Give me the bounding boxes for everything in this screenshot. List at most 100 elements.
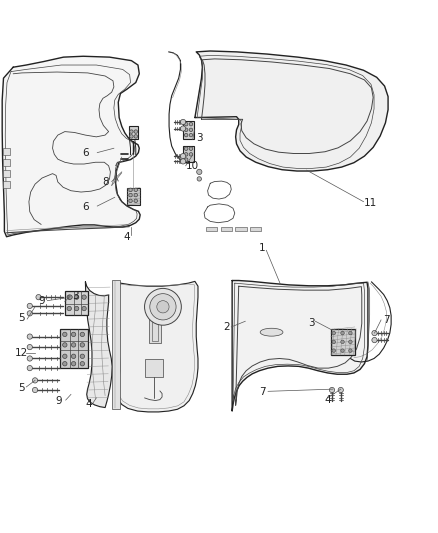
- Circle shape: [134, 193, 138, 197]
- Circle shape: [134, 135, 138, 138]
- Circle shape: [180, 159, 186, 164]
- Circle shape: [36, 295, 41, 300]
- Bar: [221, 227, 232, 231]
- Circle shape: [80, 343, 85, 347]
- Bar: [145, 359, 163, 377]
- Circle shape: [341, 340, 344, 344]
- Circle shape: [180, 126, 186, 131]
- Text: 1: 1: [258, 243, 265, 253]
- Bar: [331, 329, 355, 355]
- Bar: [3, 181, 10, 188]
- Circle shape: [372, 330, 377, 336]
- Circle shape: [82, 295, 86, 300]
- Text: 8: 8: [102, 176, 109, 187]
- Bar: [235, 227, 247, 231]
- Circle shape: [189, 133, 193, 137]
- Circle shape: [32, 387, 38, 393]
- Circle shape: [27, 344, 32, 350]
- Circle shape: [332, 332, 336, 335]
- Circle shape: [27, 311, 32, 316]
- Circle shape: [129, 193, 132, 197]
- Circle shape: [329, 387, 335, 393]
- Circle shape: [68, 295, 72, 300]
- Text: 9: 9: [38, 296, 45, 305]
- Text: 3: 3: [72, 291, 79, 301]
- Circle shape: [157, 301, 169, 313]
- Text: 5: 5: [18, 383, 25, 393]
- Text: 3: 3: [308, 318, 315, 328]
- Bar: [60, 329, 88, 368]
- Circle shape: [184, 123, 188, 126]
- Circle shape: [150, 294, 176, 320]
- Circle shape: [180, 119, 186, 125]
- Circle shape: [134, 130, 138, 133]
- Circle shape: [189, 123, 193, 126]
- Text: 6: 6: [82, 203, 89, 212]
- Polygon shape: [195, 51, 388, 171]
- Bar: [3, 159, 10, 166]
- Circle shape: [80, 332, 85, 336]
- Circle shape: [197, 177, 201, 181]
- Text: 7: 7: [383, 315, 390, 325]
- Circle shape: [27, 303, 32, 309]
- Polygon shape: [2, 56, 140, 237]
- Circle shape: [80, 354, 85, 359]
- Bar: [206, 227, 217, 231]
- Circle shape: [67, 306, 71, 311]
- Circle shape: [189, 147, 193, 150]
- Bar: [152, 321, 158, 341]
- Circle shape: [189, 128, 193, 132]
- Circle shape: [74, 295, 79, 300]
- Circle shape: [184, 128, 188, 132]
- Circle shape: [130, 130, 133, 133]
- Text: 12: 12: [14, 348, 28, 358]
- Circle shape: [71, 361, 76, 366]
- Circle shape: [134, 188, 138, 191]
- Text: 5: 5: [18, 313, 25, 323]
- Circle shape: [71, 343, 76, 347]
- Circle shape: [63, 343, 67, 347]
- Circle shape: [71, 332, 76, 336]
- Circle shape: [74, 306, 79, 311]
- Circle shape: [341, 332, 344, 335]
- Polygon shape: [85, 282, 112, 408]
- Circle shape: [134, 199, 138, 203]
- Bar: [129, 126, 138, 140]
- Polygon shape: [114, 281, 198, 412]
- Ellipse shape: [260, 328, 283, 336]
- Circle shape: [184, 158, 188, 161]
- Circle shape: [63, 361, 67, 366]
- Text: 7: 7: [259, 387, 266, 397]
- Bar: [65, 291, 88, 314]
- Circle shape: [145, 288, 181, 325]
- Circle shape: [197, 169, 202, 174]
- Circle shape: [129, 188, 132, 191]
- Text: 11: 11: [364, 198, 377, 208]
- Text: 9: 9: [56, 396, 63, 406]
- Bar: [112, 280, 120, 409]
- Circle shape: [130, 135, 133, 138]
- Text: 3: 3: [196, 133, 203, 143]
- Circle shape: [63, 332, 67, 336]
- Bar: [127, 188, 140, 205]
- Circle shape: [341, 349, 344, 352]
- Circle shape: [129, 199, 132, 203]
- Text: 4: 4: [124, 232, 131, 242]
- Circle shape: [349, 332, 352, 335]
- Circle shape: [184, 147, 188, 150]
- Circle shape: [332, 349, 336, 352]
- Polygon shape: [232, 280, 368, 411]
- Circle shape: [180, 154, 186, 159]
- Text: 4: 4: [85, 399, 92, 409]
- Text: 6: 6: [82, 148, 89, 158]
- Bar: [250, 227, 261, 231]
- Text: 10: 10: [186, 161, 199, 171]
- Bar: [183, 121, 194, 140]
- Circle shape: [67, 295, 71, 300]
- Circle shape: [372, 337, 377, 343]
- Bar: [183, 146, 194, 162]
- Bar: [3, 148, 10, 155]
- Text: 4: 4: [324, 394, 331, 405]
- Circle shape: [338, 387, 343, 393]
- Circle shape: [184, 152, 188, 156]
